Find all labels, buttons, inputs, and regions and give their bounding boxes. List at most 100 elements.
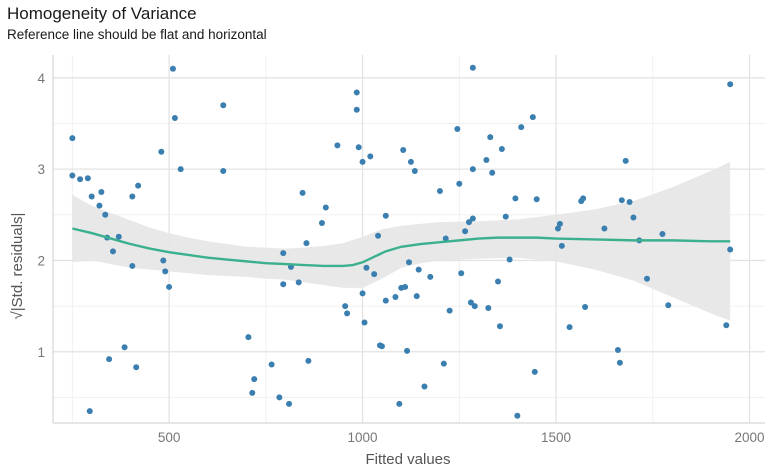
- data-point: [402, 283, 409, 290]
- data-point: [582, 304, 589, 311]
- data-point: [115, 233, 122, 240]
- data-point: [512, 195, 519, 202]
- data-point: [353, 106, 360, 113]
- data-point: [378, 343, 385, 350]
- data-point: [305, 357, 312, 364]
- data-point: [630, 214, 637, 221]
- data-point: [427, 273, 434, 280]
- y-axis-label: √|Std. residuals|: [9, 213, 26, 320]
- data-point: [249, 389, 256, 396]
- data-point: [404, 347, 411, 354]
- data-point: [121, 344, 128, 351]
- data-point: [344, 310, 351, 317]
- data-point: [382, 297, 389, 304]
- data-point: [220, 102, 227, 109]
- data-point: [359, 158, 366, 165]
- data-point: [133, 364, 140, 371]
- y-tick-label: 2: [37, 253, 45, 268]
- data-point: [485, 304, 492, 311]
- data-point: [359, 290, 366, 297]
- data-point: [531, 368, 538, 375]
- data-point: [529, 114, 536, 121]
- data-point: [177, 166, 184, 173]
- smooth-line: [72, 227, 731, 268]
- data-point: [601, 225, 608, 232]
- data-point: [280, 250, 287, 257]
- data-point: [498, 146, 505, 153]
- data-point: [554, 225, 561, 232]
- data-point: [371, 271, 378, 278]
- data-point: [462, 228, 469, 235]
- data-point: [166, 283, 173, 290]
- data-point: [162, 268, 169, 275]
- data-point: [98, 188, 105, 195]
- data-point: [129, 262, 136, 269]
- data-point: [109, 248, 116, 255]
- data-point: [392, 293, 399, 300]
- data-point: [413, 293, 420, 300]
- data-point: [727, 81, 734, 88]
- y-tick-label: 4: [37, 71, 45, 86]
- data-point: [129, 193, 136, 200]
- data-point: [495, 278, 501, 285]
- data-point: [363, 264, 370, 271]
- data-points-layer: [69, 64, 734, 419]
- chart-subtitle: Reference line should be flat and horizo…: [7, 27, 267, 42]
- data-point: [469, 215, 476, 222]
- x-tick-label: 2000: [734, 430, 764, 445]
- data-point: [84, 175, 91, 182]
- data-point: [158, 148, 165, 155]
- data-point: [469, 166, 476, 173]
- data-point: [665, 302, 672, 309]
- data-point: [506, 256, 513, 263]
- data-point: [160, 257, 167, 264]
- x-tick-label: 500: [158, 430, 181, 445]
- data-point: [489, 169, 496, 176]
- data-point: [659, 230, 666, 237]
- data-point: [442, 235, 449, 242]
- x-axis-label: Fitted values: [365, 451, 450, 468]
- data-point: [514, 412, 521, 419]
- data-point: [220, 167, 227, 174]
- data-point: [436, 188, 443, 195]
- data-point: [86, 408, 93, 415]
- data-point: [286, 400, 293, 407]
- data-point: [400, 146, 407, 153]
- data-point: [268, 361, 275, 368]
- data-point: [245, 334, 252, 341]
- data-point: [299, 189, 306, 196]
- data-point: [518, 124, 525, 131]
- data-point: [411, 167, 418, 174]
- data-point: [353, 89, 360, 96]
- data-point: [643, 275, 650, 282]
- data-point: [334, 142, 341, 149]
- data-point: [322, 204, 329, 211]
- data-point: [727, 246, 734, 253]
- data-point: [69, 135, 76, 142]
- data-point: [616, 359, 623, 366]
- data-point: [558, 242, 565, 249]
- data-point: [580, 195, 587, 202]
- data-point: [342, 303, 349, 310]
- data-point: [502, 213, 509, 220]
- data-point: [355, 144, 362, 151]
- confidence-band-layer: [72, 161, 731, 321]
- data-point: [251, 376, 258, 383]
- data-point: [723, 322, 730, 329]
- data-point: [106, 356, 113, 363]
- confidence-band: [72, 161, 731, 321]
- data-point: [566, 324, 573, 331]
- y-tick-label: 3: [37, 162, 45, 177]
- data-point: [303, 240, 310, 247]
- data-point: [458, 270, 465, 277]
- data-point: [382, 212, 389, 219]
- data-point: [454, 125, 461, 132]
- x-tick-label: 1000: [348, 430, 378, 445]
- data-point: [396, 400, 403, 407]
- data-point: [483, 157, 490, 164]
- data-point: [276, 394, 283, 401]
- data-point: [96, 202, 103, 209]
- axes-layer: 500 1000 1500 2000 1 2 3 4: [37, 55, 765, 445]
- data-point: [102, 211, 109, 218]
